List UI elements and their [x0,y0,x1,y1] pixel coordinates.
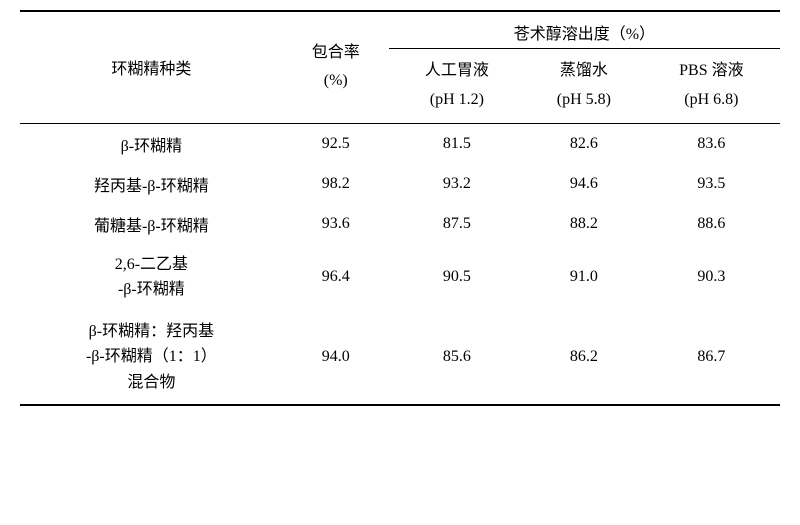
table-row: 羟丙基-β-环糊精 98.2 93.2 94.6 93.5 [20,164,780,204]
table-row: β-环糊精：羟丙基 -β-环糊精（1：1） 混合物 94.0 85.6 86.2… [20,311,780,405]
table-row: 2,6-二乙基 -β-环糊精 96.4 90.5 91.0 90.3 [20,244,780,311]
header-dissolution-group: 苍术醇溶出度（%） [389,11,780,49]
header-gastric-line1: 人工胃液 [393,57,521,86]
header-gastric-fluid: 人工胃液 (pH 1.2) [389,49,525,124]
cell-value: 88.2 [525,204,643,244]
cell-value: 86.2 [525,311,643,405]
cell-label: β-环糊精：羟丙基 -β-环糊精（1：1） 混合物 [20,311,283,405]
cell-value: 98.2 [283,164,389,204]
cell-value: 94.6 [525,164,643,204]
cell-value: 93.5 [643,164,780,204]
cell-value: 85.6 [389,311,525,405]
table-row: 葡糖基-β-环糊精 93.6 87.5 88.2 88.6 [20,204,780,244]
header-inclusion-rate-line2: (%) [287,67,385,96]
header-inclusion-rate-line1: 包合率 [287,39,385,68]
cell-label: 2,6-二乙基 -β-环糊精 [20,244,283,311]
cell-label: β-环糊精 [20,123,283,164]
header-water-line1: 蒸馏水 [529,57,639,86]
cell-value: 96.4 [283,244,389,311]
cell-value: 91.0 [525,244,643,311]
cell-value: 81.5 [389,123,525,164]
cell-label-line2: -β-环糊精 [24,277,279,303]
cell-value: 90.3 [643,244,780,311]
cell-value: 94.0 [283,311,389,405]
cell-label-line2: -β-环糊精（1：1） [24,344,279,370]
header-cyclodextrin-type: 环糊精种类 [20,11,283,123]
header-pbs-solution: PBS 溶液 (pH 6.8) [643,49,780,124]
cell-value: 88.6 [643,204,780,244]
cell-value: 82.6 [525,123,643,164]
header-pbs-line2: (pH 6.8) [647,86,776,115]
cell-label: 羟丙基-β-环糊精 [20,164,283,204]
cell-label-line1: 2,6-二乙基 [24,252,279,278]
table-row: β-环糊精 92.5 81.5 82.6 83.6 [20,123,780,164]
header-water-line2: (pH 5.8) [529,86,639,115]
table-body: β-环糊精 92.5 81.5 82.6 83.6 羟丙基-β-环糊精 98.2… [20,123,780,404]
cell-label-line3: 混合物 [24,370,279,396]
header-pbs-line1: PBS 溶液 [647,57,776,86]
cell-value: 90.5 [389,244,525,311]
cell-value: 86.7 [643,311,780,405]
header-inclusion-rate: 包合率 (%) [283,11,389,123]
cell-value: 93.6 [283,204,389,244]
cell-value: 83.6 [643,123,780,164]
cell-value: 92.5 [283,123,389,164]
header-gastric-line2: (pH 1.2) [393,86,521,115]
cell-label: 葡糖基-β-环糊精 [20,204,283,244]
header-distilled-water: 蒸馏水 (pH 5.8) [525,49,643,124]
data-table: 环糊精种类 包合率 (%) 苍术醇溶出度（%） 人工胃液 (pH 1.2) 蒸馏… [20,10,780,406]
cell-label-line1: β-环糊精：羟丙基 [24,319,279,345]
cell-value: 87.5 [389,204,525,244]
cell-value: 93.2 [389,164,525,204]
